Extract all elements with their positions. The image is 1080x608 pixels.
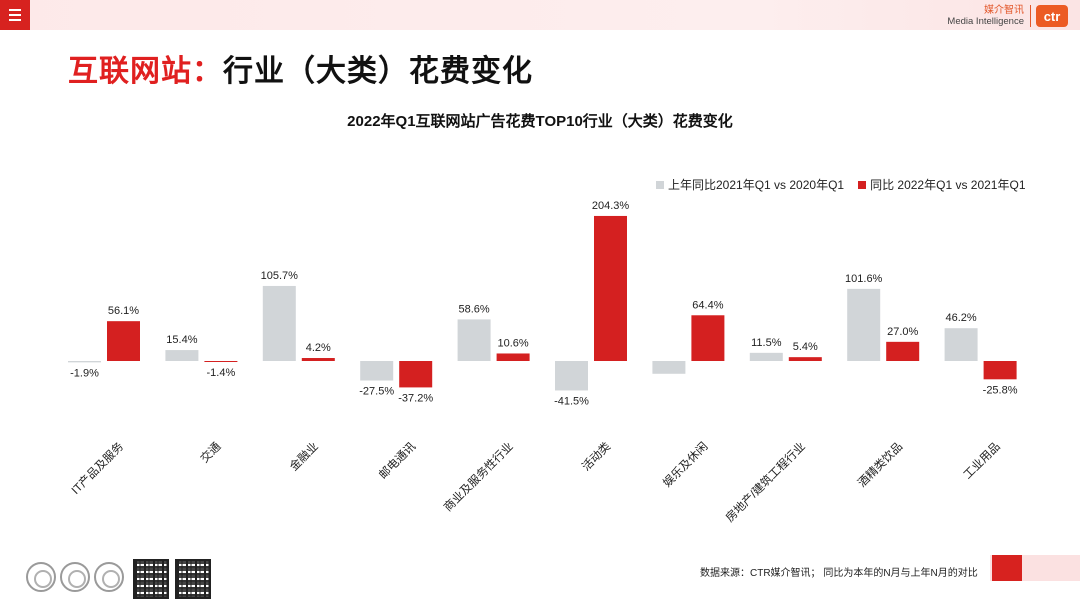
- category-tick-label: 活动类: [579, 439, 614, 474]
- bar-current-5: [594, 215, 627, 361]
- data-label: -1.9%: [70, 367, 99, 379]
- logo-cn-text: 媒介智讯: [984, 5, 1024, 16]
- qr-code-icon: [175, 559, 211, 599]
- bar-current-3: [399, 361, 433, 388]
- bar-prior-9: [944, 328, 978, 361]
- category-tick-label: IT产品及服务: [68, 439, 126, 497]
- bar-prior-5: [555, 361, 588, 391]
- legend-label-prior: 上年同比2021年Q1 vs 2020年Q1: [668, 178, 845, 192]
- data-label: 10.6%: [497, 337, 528, 349]
- data-label: 105.7%: [261, 270, 299, 282]
- category-tick-label: 邮电通讯: [377, 440, 419, 482]
- bar-prior-4: [457, 319, 491, 361]
- qr-codes: [133, 559, 217, 599]
- legend-item-current: 同比 2022年Q1 vs 2021年Q1: [858, 176, 1026, 193]
- page-title: 互联网站：行业（大类）花费变化: [68, 46, 533, 90]
- legend-swatch-current: [858, 180, 867, 189]
- category-tick-label: 金融业: [287, 439, 321, 473]
- data-label: 58.6%: [458, 303, 489, 315]
- logo-en-text: Media Intelligence: [947, 16, 1024, 27]
- data-label: 101.6%: [845, 273, 883, 285]
- qr-code-icon: [133, 559, 169, 599]
- brand-logo: 媒介智讯 Media Intelligence ctr: [947, 4, 1068, 28]
- top-bar: [0, 0, 1080, 30]
- bar-prior-6: [652, 361, 686, 374]
- legend-label-current: 同比 2022年Q1 vs 2021年Q1: [870, 178, 1026, 192]
- bar-prior-2: [262, 285, 296, 361]
- legend-swatch-prior: [656, 180, 664, 189]
- bar-prior-8: [847, 288, 881, 361]
- data-label: 64.4%: [692, 299, 723, 311]
- data-label: 56.1%: [108, 305, 139, 317]
- bar-current-1: [204, 361, 238, 362]
- data-label: -37.2%: [398, 392, 433, 404]
- data-label: 11.5%: [751, 337, 782, 349]
- bar-current-7: [788, 357, 822, 361]
- data-source-note: 数据来源：CTR媒介智讯； 同比为本年的N月与上年N月的对比: [700, 568, 978, 579]
- category-tick-label: 商业及服务性行业: [441, 439, 516, 514]
- bar-current-8: [886, 341, 920, 361]
- bar-prior-0: [68, 361, 101, 363]
- category-tick-label: 交通: [197, 439, 224, 466]
- category-tick-label: 工业用品: [961, 440, 1003, 482]
- bar-current-4: [496, 353, 530, 361]
- bar-current-0: [107, 321, 140, 361]
- certification-badges: [26, 562, 128, 592]
- bar-current-2: [301, 358, 335, 361]
- data-label: 204.3%: [592, 200, 630, 212]
- bar-prior-3: [360, 361, 394, 381]
- sgs-badge-icon: [94, 562, 124, 592]
- logo-divider: [1030, 5, 1031, 27]
- category-tick-label: 酒精类饮品: [855, 439, 906, 490]
- chart-legend: 上年同比2021年Q1 vs 2020年Q1 同比 2022年Q1 vs 202…: [656, 176, 1040, 193]
- footer-accent-block: [992, 555, 1022, 581]
- sgs-badge-icon: [26, 562, 56, 592]
- data-label: 4.2%: [306, 342, 331, 354]
- data-label: 5.4%: [793, 341, 818, 353]
- ctr-logo-icon: ctr: [1036, 5, 1068, 27]
- page-title-black: 行业（大类）花费变化: [223, 55, 533, 88]
- data-label: 15.4%: [166, 334, 197, 346]
- bar-prior-7: [749, 352, 783, 361]
- bar-prior-1: [165, 350, 199, 361]
- sgs-badge-icon: [60, 562, 90, 592]
- data-label: -25.8%: [983, 384, 1018, 396]
- data-label: -27.5%: [359, 386, 394, 398]
- data-label: -1.4%: [207, 367, 236, 379]
- category-tick-label: 娱乐及休闲: [660, 439, 711, 490]
- bar-current-6: [691, 315, 725, 361]
- chart-title: 2022年Q1互联网站广告花费TOP10行业（大类）花费变化: [347, 113, 733, 130]
- data-label: 46.2%: [945, 312, 976, 324]
- category-tick-label: 房地产/建筑工程行业: [723, 439, 808, 524]
- legend-item-prior: 上年同比2021年Q1 vs 2020年Q1: [656, 176, 844, 193]
- bar-current-9: [983, 361, 1017, 380]
- data-label: -41.5%: [554, 395, 589, 407]
- page-title-red: 互联网站：: [68, 55, 223, 88]
- menu-icon[interactable]: [0, 0, 30, 30]
- data-label: 27.0%: [887, 326, 918, 338]
